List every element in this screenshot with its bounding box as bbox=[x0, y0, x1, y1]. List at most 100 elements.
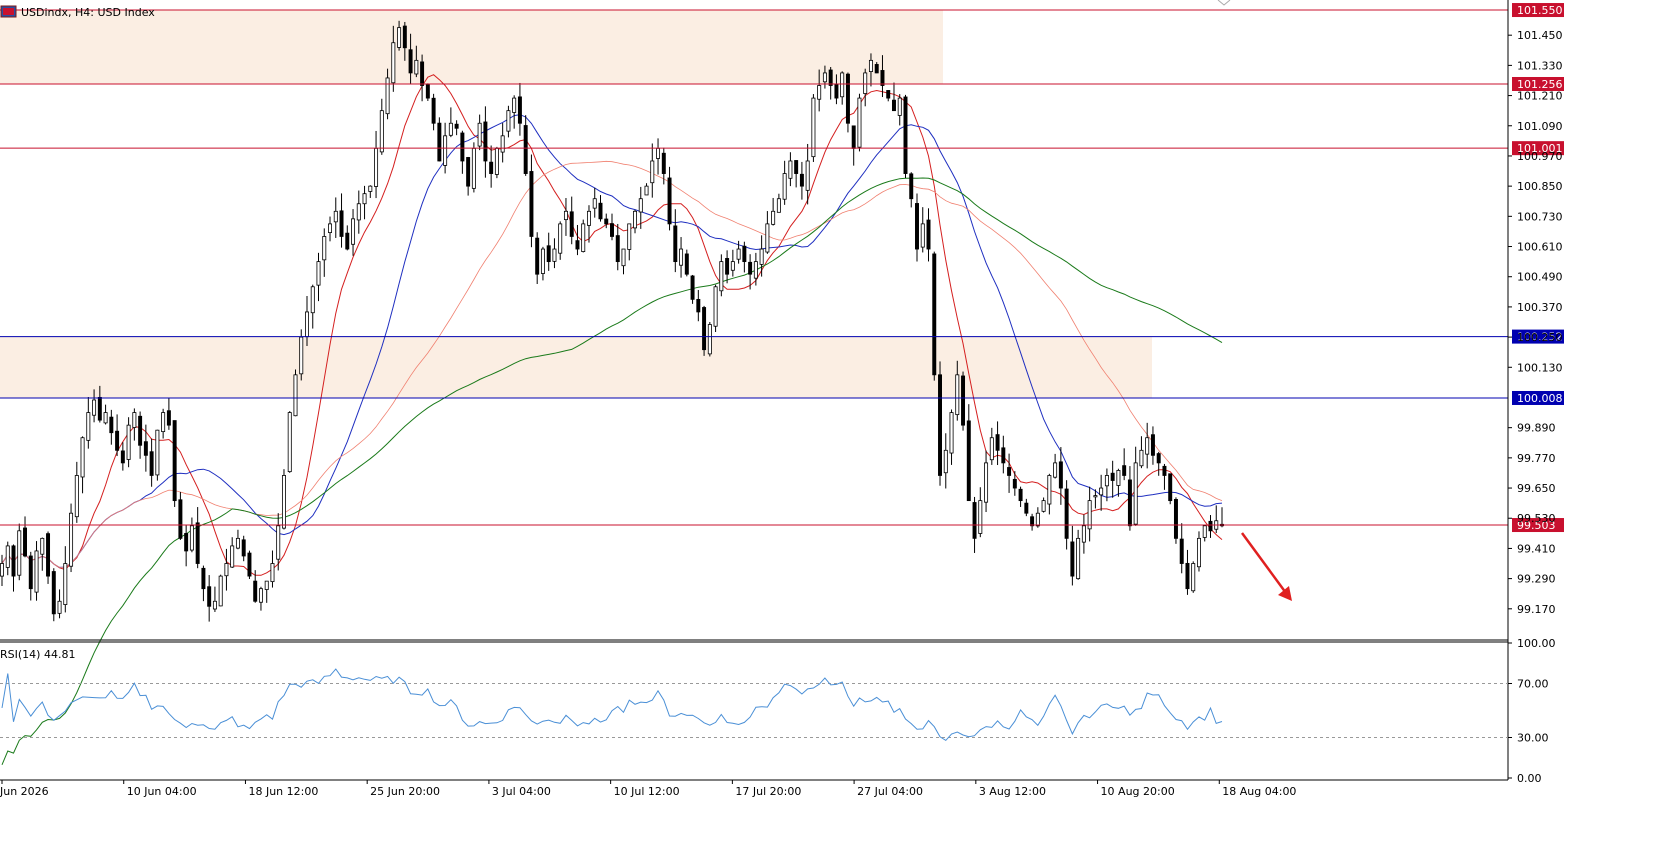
candle-body bbox=[218, 575, 223, 607]
candle bbox=[586, 205, 591, 243]
price-tick-label: 100.730 bbox=[1517, 210, 1563, 223]
price-tick-label: 100.970 bbox=[1517, 150, 1563, 163]
candle bbox=[656, 138, 661, 175]
candle-body bbox=[961, 375, 966, 426]
candles-layer bbox=[0, 20, 1224, 622]
candle bbox=[1179, 523, 1184, 574]
candle-body bbox=[178, 499, 183, 539]
candle bbox=[115, 414, 120, 457]
candle-body bbox=[287, 412, 292, 473]
candle-body bbox=[270, 563, 275, 583]
level-line-101-256[interactable]: 101.256 bbox=[0, 76, 1564, 91]
price-tick-label: 99.770 bbox=[1517, 452, 1556, 465]
candle bbox=[1047, 473, 1052, 515]
level-line-101-550[interactable]: 101.550 bbox=[0, 3, 1564, 18]
candle bbox=[448, 107, 453, 138]
candle bbox=[172, 420, 177, 507]
level-line-100-252[interactable]: 100.252 bbox=[0, 329, 1564, 344]
candle bbox=[540, 246, 545, 281]
candle bbox=[51, 568, 56, 622]
candle bbox=[610, 213, 614, 241]
candle-body bbox=[1099, 487, 1104, 496]
candle bbox=[293, 369, 298, 417]
candle-body bbox=[11, 545, 16, 577]
candle-body bbox=[241, 539, 246, 557]
candle bbox=[1220, 507, 1224, 528]
level-price-label: 100.008 bbox=[1517, 392, 1563, 405]
level-line-100-008[interactable]: 100.008 bbox=[0, 390, 1564, 405]
candle-body bbox=[828, 69, 833, 86]
price-tick-label: 99.890 bbox=[1517, 422, 1556, 435]
candle bbox=[454, 120, 459, 136]
candle-body bbox=[598, 202, 603, 220]
candle-body bbox=[1012, 478, 1017, 489]
candle bbox=[1093, 489, 1098, 509]
candle-body bbox=[264, 580, 269, 590]
candle-body bbox=[707, 324, 712, 355]
candle-body bbox=[51, 571, 56, 615]
price-tick-label: 101.450 bbox=[1517, 29, 1563, 42]
candle bbox=[63, 546, 68, 613]
scroll-marker-icon bbox=[1217, 0, 1231, 6]
candle-body bbox=[500, 135, 505, 153]
candle-body bbox=[166, 410, 171, 426]
candle-body bbox=[736, 248, 741, 260]
candle-body bbox=[316, 261, 321, 286]
level-line-101-001[interactable]: 101.001 bbox=[0, 141, 1564, 156]
candle bbox=[374, 130, 379, 199]
candle bbox=[857, 93, 862, 152]
candle bbox=[949, 409, 954, 465]
candle bbox=[1156, 451, 1161, 476]
candle bbox=[1116, 468, 1121, 497]
candle-body bbox=[1110, 472, 1115, 481]
candle bbox=[420, 54, 425, 102]
candle-body bbox=[247, 552, 252, 577]
upper-supply-zone bbox=[0, 10, 943, 84]
candle bbox=[23, 516, 28, 558]
candle bbox=[230, 537, 235, 569]
candle bbox=[805, 143, 810, 205]
level-line-99-503[interactable]: 99.503 bbox=[0, 518, 1564, 533]
candle bbox=[650, 143, 655, 198]
candle bbox=[598, 195, 603, 222]
candle bbox=[328, 216, 333, 242]
candle-body bbox=[540, 248, 545, 274]
time-tick-label: 27 Jul 04:00 bbox=[857, 785, 923, 798]
candle bbox=[811, 94, 816, 162]
trend-arrow[interactable] bbox=[1240, 532, 1292, 601]
candle bbox=[74, 461, 79, 523]
candle bbox=[258, 586, 263, 611]
candle bbox=[46, 531, 51, 584]
candle-body bbox=[374, 148, 379, 187]
arrow-shaft[interactable] bbox=[1240, 532, 1288, 594]
candle bbox=[1185, 549, 1190, 595]
candle-body bbox=[610, 223, 614, 237]
candle-body bbox=[822, 72, 827, 83]
arrow-head-icon[interactable] bbox=[1278, 586, 1292, 601]
ma-line-ma-fast bbox=[1, 74, 1223, 576]
candle-body bbox=[437, 122, 442, 162]
candle-body bbox=[489, 161, 494, 174]
candle bbox=[840, 71, 845, 105]
level-price-tag bbox=[1512, 3, 1564, 18]
candle-body bbox=[1047, 475, 1052, 505]
candle bbox=[1214, 505, 1219, 534]
zones-layer bbox=[0, 10, 1152, 398]
horizontal-levels-layer[interactable]: 101.550 101.256 101.001 100.252 100.008 99.50… bbox=[0, 3, 1564, 533]
candle-body bbox=[650, 160, 655, 184]
candle bbox=[725, 250, 730, 284]
candle bbox=[276, 513, 281, 571]
candle bbox=[471, 142, 476, 193]
candle bbox=[552, 238, 557, 269]
candle-body bbox=[667, 177, 672, 225]
candle bbox=[926, 208, 931, 262]
candle-body bbox=[161, 412, 166, 433]
candle-body bbox=[402, 25, 407, 49]
candle-body bbox=[1076, 537, 1081, 580]
candle-body bbox=[1185, 562, 1190, 590]
candle bbox=[1196, 531, 1201, 572]
candle bbox=[868, 53, 873, 87]
candle bbox=[1058, 447, 1063, 505]
candle-body bbox=[305, 311, 309, 338]
